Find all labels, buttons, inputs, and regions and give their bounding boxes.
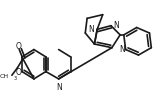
Text: N: N: [114, 21, 120, 30]
Text: N: N: [89, 25, 94, 34]
Text: O: O: [15, 67, 21, 76]
Text: O: O: [15, 42, 21, 51]
Text: 3: 3: [14, 76, 17, 81]
Text: CH: CH: [0, 73, 9, 78]
Text: N: N: [56, 82, 62, 91]
Text: N: N: [119, 45, 125, 54]
